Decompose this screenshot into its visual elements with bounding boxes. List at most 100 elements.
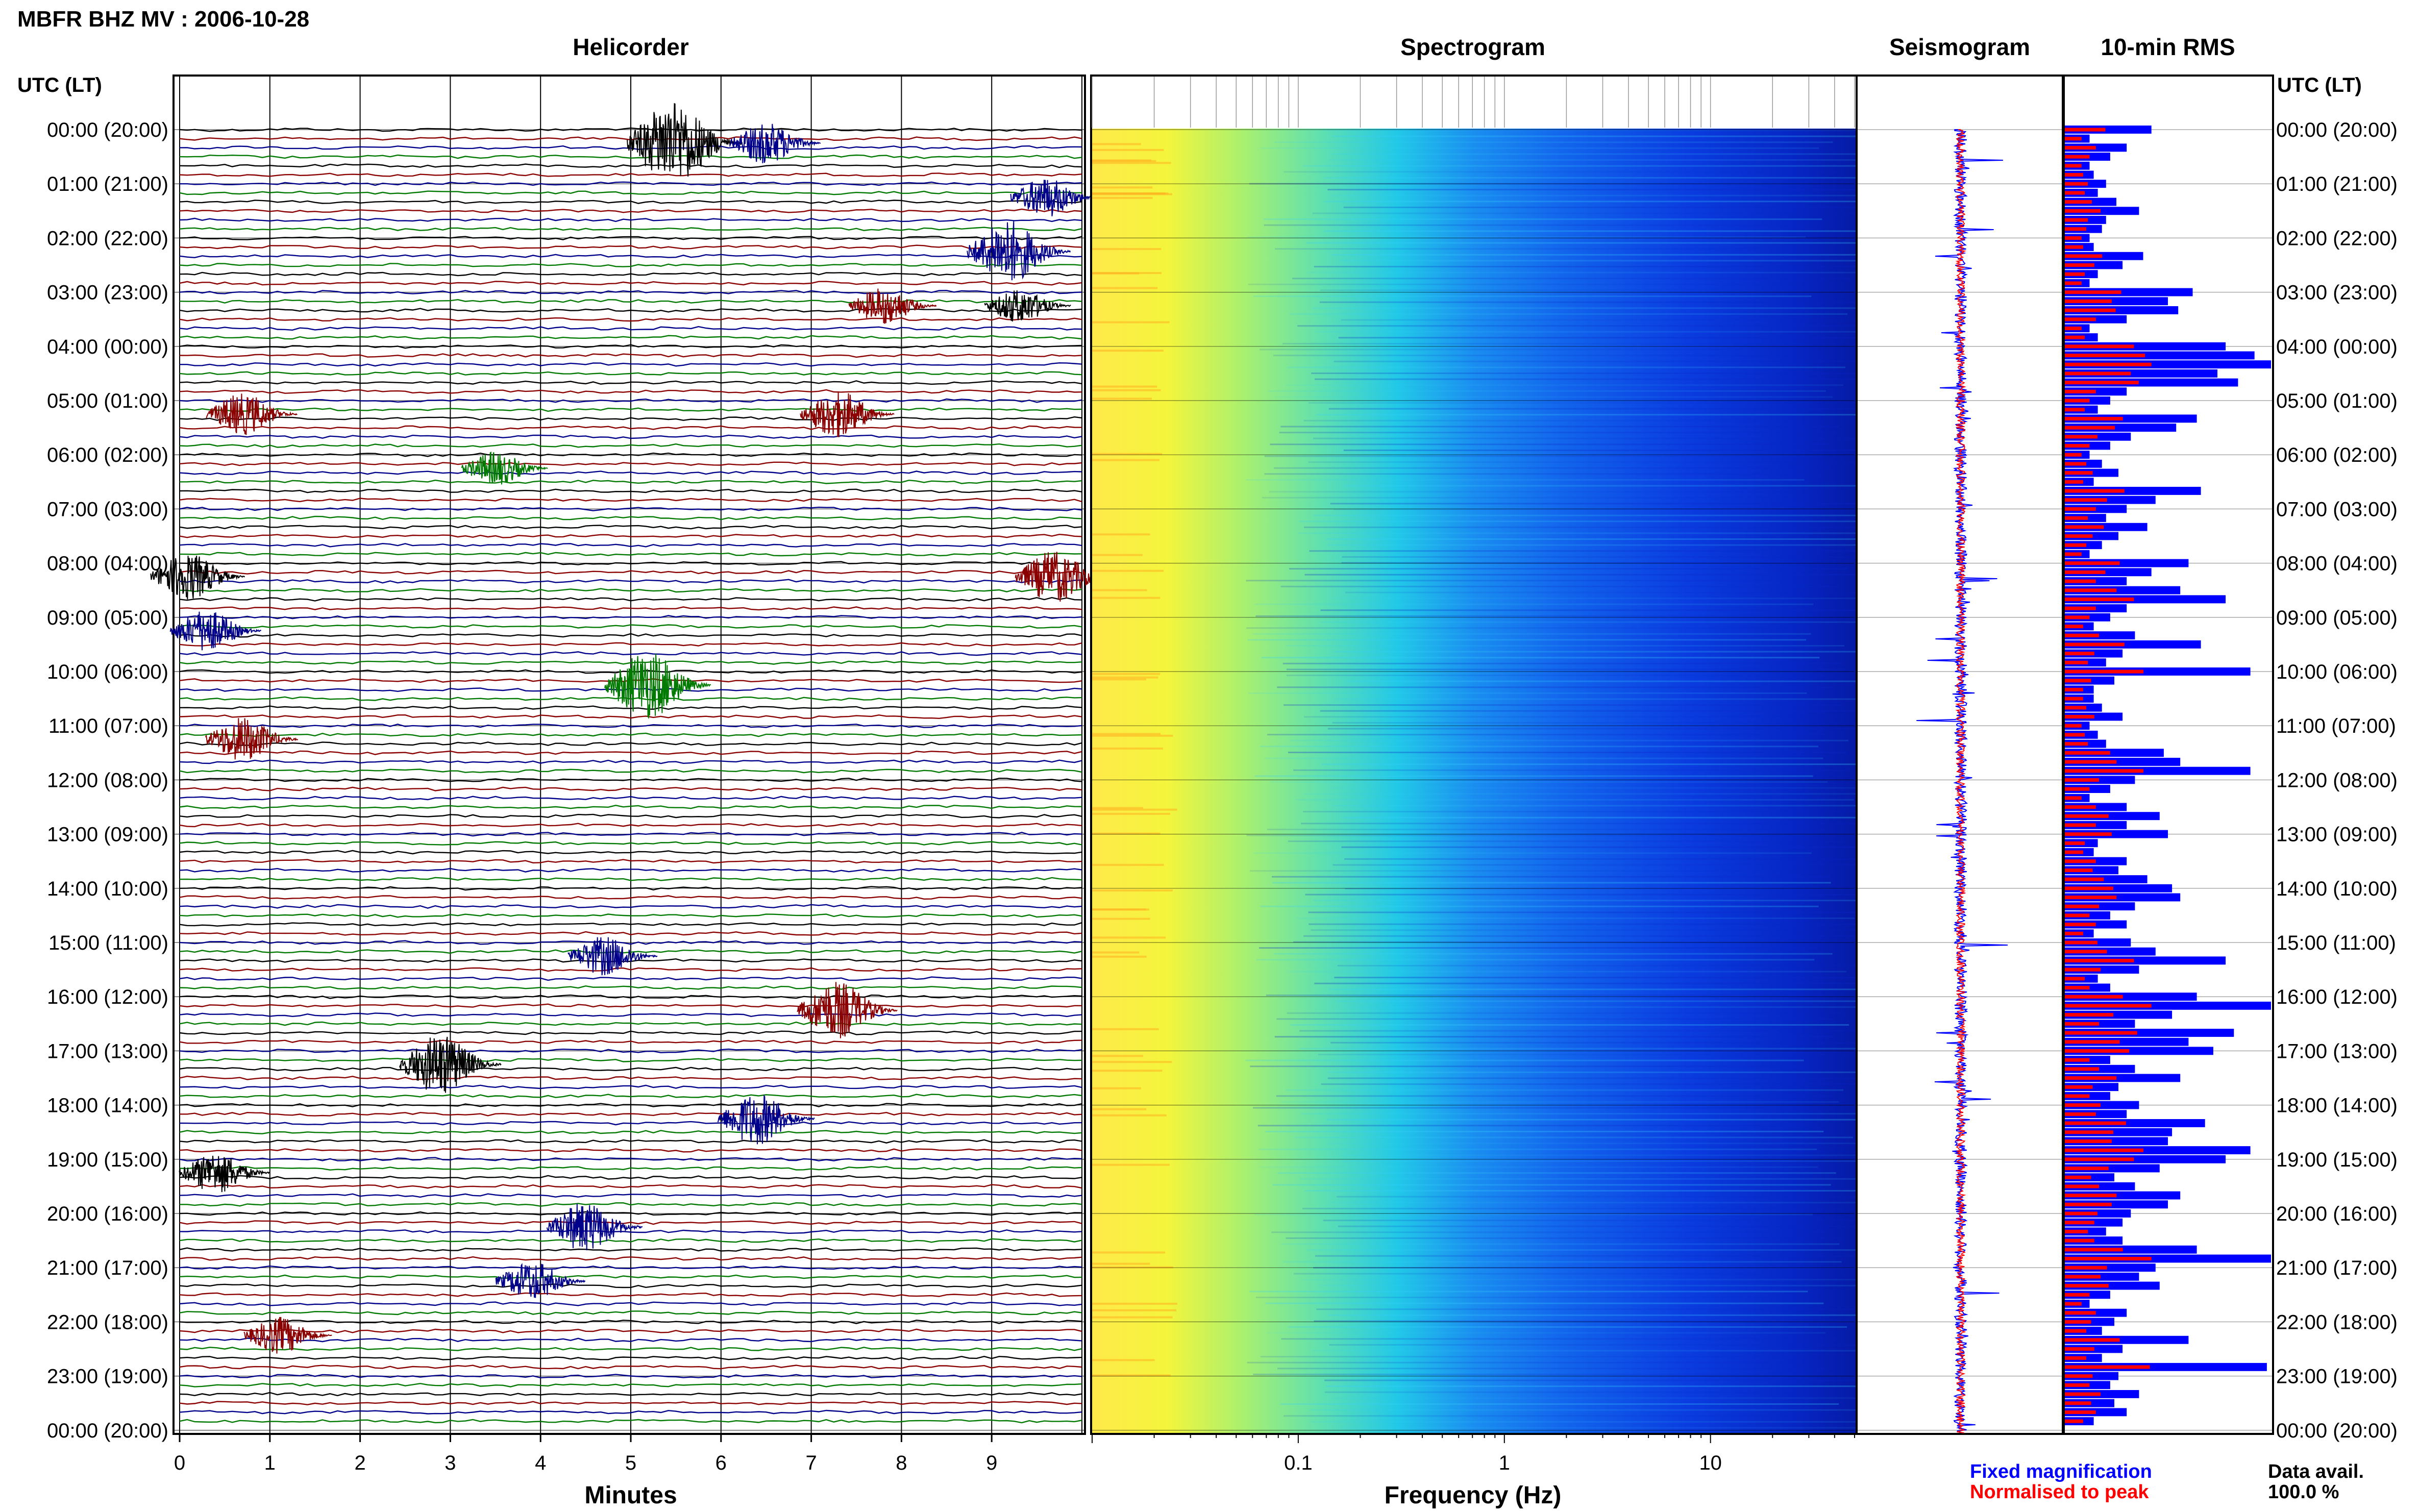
spectrogram-row xyxy=(1327,1077,1886,1079)
spectrogram-lowfreq-band xyxy=(1092,196,1153,199)
legend-fixed-magnification: Fixed magnification xyxy=(1970,1461,2152,1482)
spectrogram-row xyxy=(1314,266,1872,267)
spectrogram-lowfreq-band xyxy=(1092,1302,1177,1305)
rms-bar-normalised xyxy=(2065,570,2106,574)
spectrogram-row xyxy=(1304,793,1863,795)
spectrogram-panel: 0.1 1 10 Frequency (Hz) xyxy=(1090,75,1905,1509)
rms-bar-normalised xyxy=(2065,1293,2090,1297)
spectrogram-lowfreq-band xyxy=(1092,832,1161,835)
helicorder-trace xyxy=(179,506,1082,511)
rms-bar-fixed xyxy=(2065,360,2271,369)
rms-bar-normalised xyxy=(2065,633,2099,637)
rms-bar-normalised xyxy=(2065,462,2087,466)
rms-bar-normalised xyxy=(2065,444,2090,448)
spectrogram-row xyxy=(1324,230,1883,232)
rms-bar-fixed xyxy=(2065,1254,2271,1263)
spectrogram-row xyxy=(1306,1249,1865,1251)
spectrogram-row xyxy=(1259,947,1818,949)
helicorder-event xyxy=(150,555,245,600)
spectrogram-row xyxy=(1334,360,1892,362)
helicorder-trace xyxy=(179,353,1082,358)
helicorder-trace xyxy=(179,1166,1082,1171)
time-label-right: 19:00 (15:00) xyxy=(2276,1149,2398,1171)
rms-bar-fixed xyxy=(2065,568,2152,577)
helicorder-trace xyxy=(179,244,1082,250)
time-label-left: 06:00 (02:00) xyxy=(47,444,168,466)
rms-bar-fixed xyxy=(2065,1074,2181,1082)
time-label-left: 23:00 (19:00) xyxy=(47,1366,168,1388)
spectrogram-row xyxy=(1341,846,1900,848)
rms-bar-fixed xyxy=(2065,1281,2160,1290)
helicorder-trace xyxy=(179,660,1082,665)
helicorder-trace xyxy=(179,271,1082,277)
spectrogram-row xyxy=(1247,639,1806,641)
rms-bar-normalised xyxy=(2065,670,2144,674)
spectrogram-lowfreq-band xyxy=(1092,678,1146,681)
spectrogram-lowfreq-band xyxy=(1092,1316,1173,1319)
helicorder-trace xyxy=(179,525,1082,530)
spectrogram-row xyxy=(1270,443,1829,445)
rms-bar-fixed xyxy=(2065,1191,2181,1200)
helicorder-trace xyxy=(179,227,1082,231)
helicorder-event xyxy=(800,391,895,437)
spectrogram-row xyxy=(1338,337,1897,339)
spectrogram-row xyxy=(1280,426,1839,428)
rms-bar-fixed xyxy=(2065,1010,2173,1019)
spectrogram-row xyxy=(1260,1356,1819,1358)
rms-bar-fixed xyxy=(2065,288,2193,296)
rms-bar-normalised xyxy=(2065,931,2083,935)
rms-bar-fixed xyxy=(2065,432,2131,441)
spectrogram-row xyxy=(1253,1107,1812,1109)
rms-bar-normalised xyxy=(2065,344,2134,349)
rms-bar-normalised xyxy=(2065,1148,2144,1152)
time-label-right: 10:00 (06:00) xyxy=(2276,661,2398,683)
helicorder-trace xyxy=(179,127,1082,132)
spectrogram-row xyxy=(1283,1415,1842,1417)
spectrogram-row xyxy=(1299,1178,1858,1180)
spectrogram-lowfreq-band xyxy=(1092,1087,1141,1089)
helicorder-trace xyxy=(179,1075,1082,1080)
helicorder-trace xyxy=(179,831,1082,837)
helicorder-trace xyxy=(179,1409,1082,1415)
rms-bar-normalised xyxy=(2065,1338,2120,1342)
helicorder-trace xyxy=(179,1319,1082,1324)
helicorder-trace xyxy=(179,263,1082,267)
helicorder-trace xyxy=(179,1211,1082,1216)
spectrogram-row xyxy=(1315,1255,1874,1257)
helicorder-trace xyxy=(179,136,1082,141)
rms-bar-normalised xyxy=(2065,1022,2099,1026)
spectrogram-row xyxy=(1345,888,1904,889)
spectrogram-row xyxy=(1258,1148,1817,1150)
spectrogram-row xyxy=(1260,349,1818,351)
time-label-right: 18:00 (14:00) xyxy=(2276,1095,2398,1117)
spectrogram-lowfreq-band xyxy=(1092,1028,1159,1030)
spectrogram-row xyxy=(1334,977,1893,979)
helicorder-trace xyxy=(179,714,1082,720)
spectrogram-row xyxy=(1305,894,1864,896)
spectrogram-lowfreq-band xyxy=(1092,1163,1170,1166)
time-label-right: 05:00 (01:00) xyxy=(2276,390,2398,412)
rms-bar-normalised xyxy=(2065,254,2103,258)
rms-bar-normalised xyxy=(2065,173,2083,177)
rms-bar-normalised xyxy=(2065,1347,2094,1351)
spectrogram-row xyxy=(1332,135,1891,137)
helicorder-trace xyxy=(179,741,1082,747)
rms-bar-normalised xyxy=(2065,787,2090,791)
rms-bar-normalised xyxy=(2065,381,2139,385)
spectrogram-row xyxy=(1264,218,1822,220)
rms-bar-fixed xyxy=(2065,938,2131,947)
spectrogram-row xyxy=(1286,1237,1844,1239)
spectrogram-lowfreq-band xyxy=(1092,389,1161,391)
helicorder-trace xyxy=(179,895,1082,900)
rms-bar-normalised xyxy=(2065,1130,2113,1134)
spectrogram-row xyxy=(1293,1273,1852,1275)
spectrogram-row xyxy=(1331,153,1890,155)
spectrogram-lowfreq-band xyxy=(1092,1055,1143,1057)
spectrogram-lowfreq-band xyxy=(1092,673,1161,675)
helicorder-trace xyxy=(179,145,1082,150)
spectrogram-row xyxy=(1246,479,1805,481)
rms-bar-normalised xyxy=(2065,958,2134,962)
spectrogram-lowfreq-band xyxy=(1092,863,1164,866)
helicorder-trace xyxy=(179,886,1082,891)
rms-bar-normalised xyxy=(2065,227,2087,231)
